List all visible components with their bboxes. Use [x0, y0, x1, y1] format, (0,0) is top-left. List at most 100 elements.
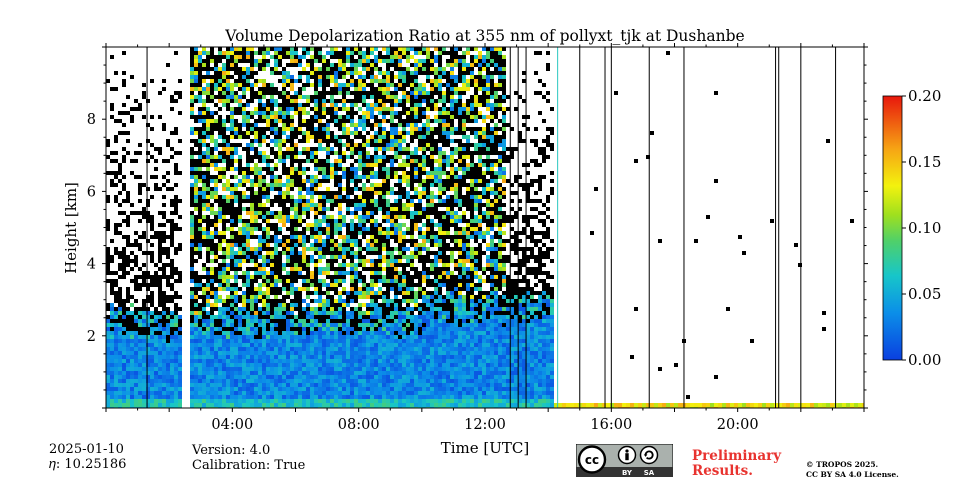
heatmap-cell [306, 191, 310, 195]
heatmap-cell [382, 387, 386, 391]
heatmap-cell [266, 367, 270, 371]
heatmap-cell [326, 123, 330, 127]
heatmap-cell [218, 271, 222, 275]
heatmap-cell [346, 231, 350, 235]
heatmap-cell [270, 183, 274, 187]
heatmap-cell [290, 251, 294, 255]
heatmap-cell [238, 231, 242, 235]
heatmap-cell [242, 403, 246, 407]
heatmap-cell [198, 143, 202, 147]
heatmap-cell [374, 183, 378, 187]
heatmap-cell [110, 323, 114, 327]
heatmap-cell [270, 159, 274, 163]
heatmap-cell [382, 395, 386, 399]
heatmap-cell [354, 403, 358, 407]
heatmap-cell [246, 159, 250, 163]
heatmap-cell [218, 251, 222, 255]
heatmap-cell [230, 215, 234, 219]
heatmap-cell [298, 259, 302, 263]
heatmap-cell [346, 195, 350, 199]
heatmap-cell [190, 379, 194, 383]
heatmap-cell [342, 371, 346, 375]
heatmap-cell [278, 95, 282, 99]
heatmap-cell [158, 351, 162, 355]
heatmap-cell [378, 347, 382, 351]
heatmap-cell [122, 175, 126, 179]
heatmap-cell [326, 59, 330, 63]
heatmap-cell [190, 99, 194, 103]
heatmap-cell [362, 207, 366, 211]
heatmap-cell [166, 263, 170, 267]
heatmap-cell [302, 343, 306, 347]
heatmap-cell [350, 183, 354, 187]
heatmap-cell [126, 259, 130, 263]
heatmap-cell [126, 199, 130, 203]
heatmap-cell [334, 335, 338, 339]
heatmap-cell [230, 343, 234, 347]
heatmap-cell [202, 51, 206, 55]
heatmap-cell [306, 335, 310, 339]
heatmap-cell [206, 215, 210, 219]
heatmap-cell [202, 303, 206, 307]
heatmap-cell [310, 255, 314, 259]
heatmap-cell [194, 219, 198, 223]
heatmap-cell [246, 191, 250, 195]
heatmap-cell [254, 275, 258, 279]
heatmap-cell [342, 211, 346, 215]
heatmap-cell [166, 379, 170, 383]
heatmap-cell [258, 199, 262, 203]
heatmap-cell [346, 147, 350, 151]
heatmap-cell [278, 379, 282, 383]
heatmap-cell [370, 215, 374, 219]
heatmap-cell [278, 387, 282, 391]
heatmap-cell [366, 207, 370, 211]
heatmap-cell [302, 119, 306, 123]
heatmap-cell [194, 267, 198, 271]
heatmap-cell [338, 323, 342, 327]
heatmap-cell [126, 307, 130, 311]
heatmap-cell [258, 107, 262, 111]
heatmap-cell [222, 315, 226, 319]
heatmap-cell [242, 95, 246, 99]
heatmap-cell [258, 103, 262, 107]
heatmap-cell [202, 119, 206, 123]
heatmap-cell [326, 379, 330, 383]
heatmap-cell [382, 311, 386, 315]
heatmap-cell [310, 347, 314, 351]
heatmap-cell [294, 319, 298, 323]
heatmap-cell [198, 135, 202, 139]
heatmap-cell [330, 291, 334, 295]
heatmap-cell [250, 155, 254, 159]
heatmap-cell [278, 215, 282, 219]
heatmap-cell [222, 299, 226, 303]
heatmap-cell [310, 47, 314, 51]
heatmap-cell [278, 127, 282, 131]
heatmap-cell [206, 119, 210, 123]
heatmap-cell [258, 339, 262, 343]
heatmap-cell [250, 311, 254, 315]
heatmap-cell [362, 155, 366, 159]
heatmap-cell [358, 387, 362, 391]
heatmap-cell [126, 291, 130, 295]
heatmap-cell [246, 311, 250, 315]
heatmap-cell [346, 243, 350, 247]
heatmap-cell [146, 375, 150, 379]
heatmap-cell [230, 187, 234, 191]
heatmap-cell [318, 91, 322, 95]
heatmap-cell [378, 383, 382, 387]
heatmap-cell [222, 123, 226, 127]
heatmap-cell [362, 99, 366, 103]
heatmap-cell [382, 59, 386, 63]
heatmap-cell [150, 387, 154, 391]
heatmap-cell [374, 227, 378, 231]
heatmap-cell [298, 271, 302, 275]
heatmap-cell [238, 71, 242, 75]
heatmap-cell [350, 303, 354, 307]
heatmap-cell [122, 379, 126, 383]
heatmap-cell [266, 211, 270, 215]
heatmap-cell [230, 335, 234, 339]
heatmap-cell [138, 363, 142, 367]
heatmap-cell [194, 335, 198, 339]
heatmap-cell [194, 315, 198, 319]
heatmap-cell [218, 119, 222, 123]
